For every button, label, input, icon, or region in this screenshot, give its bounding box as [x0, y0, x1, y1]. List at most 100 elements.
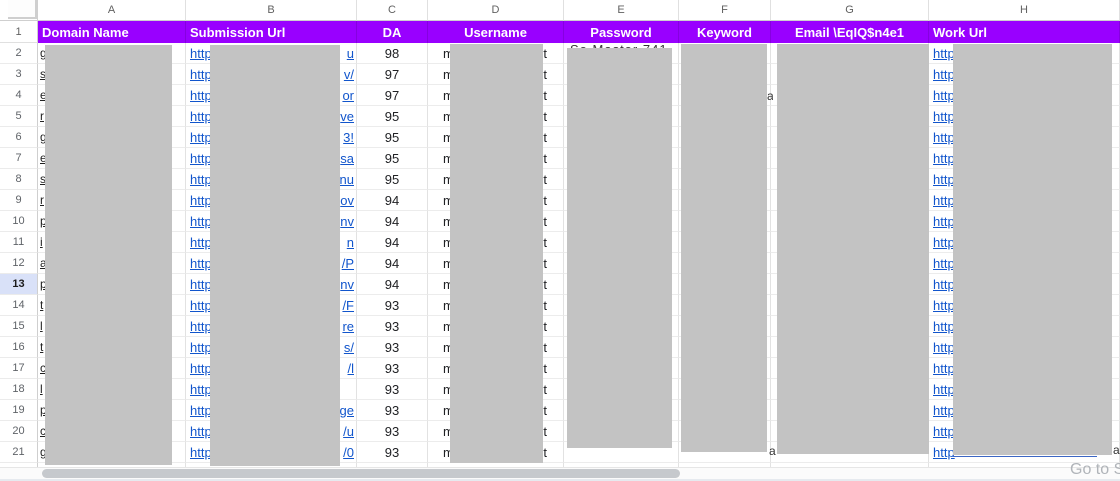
row-number[interactable]: 5: [0, 106, 38, 127]
domain-link-fragment[interactable]: g: [40, 130, 47, 144]
select-all-corner[interactable]: [0, 0, 38, 21]
work-url-link[interactable]: http: [933, 108, 955, 124]
cell-da[interactable]: 94: [357, 211, 428, 232]
work-url-link[interactable]: http: [933, 444, 955, 460]
cell-password[interactable]: [564, 442, 679, 463]
work-url-link[interactable]: http: [933, 297, 955, 313]
cell-da[interactable]: 93: [357, 379, 428, 400]
domain-link-fragment[interactable]: a: [40, 256, 47, 270]
submission-url-suffix[interactable]: ge: [339, 402, 354, 418]
submission-url-link[interactable]: http: [190, 360, 212, 376]
submission-url-link[interactable]: http: [190, 150, 212, 166]
cell-da[interactable]: 93: [357, 358, 428, 379]
row-number[interactable]: 2: [0, 43, 38, 64]
submission-url-suffix[interactable]: v/: [343, 66, 354, 82]
submission-url-link[interactable]: http: [190, 234, 212, 250]
row-number[interactable]: 12: [0, 253, 38, 274]
row-number[interactable]: 6: [0, 127, 38, 148]
row-number[interactable]: 15: [0, 316, 38, 337]
domain-link-fragment[interactable]: e: [40, 88, 47, 102]
submission-url-suffix[interactable]: s/: [343, 339, 354, 355]
work-url-link[interactable]: http: [933, 402, 955, 418]
submission-url-link[interactable]: http: [190, 423, 212, 439]
header-username[interactable]: Username: [428, 21, 564, 43]
submission-url-suffix[interactable]: nu: [339, 171, 354, 187]
submission-url-suffix[interactable]: sa: [340, 150, 354, 166]
submission-url-link[interactable]: http: [190, 192, 212, 208]
domain-link-fragment[interactable]: t: [40, 298, 44, 312]
column-header-d[interactable]: D: [428, 0, 564, 21]
submission-url-suffix[interactable]: nv: [340, 276, 354, 292]
domain-link-fragment[interactable]: p: [40, 403, 47, 417]
work-url-link[interactable]: http: [933, 423, 955, 439]
row-number[interactable]: 14: [0, 295, 38, 316]
submission-url-suffix[interactable]: n: [346, 234, 354, 250]
submission-url-suffix[interactable]: ov: [340, 192, 354, 208]
cell-da[interactable]: 93: [357, 421, 428, 442]
submission-url-link[interactable]: http: [190, 444, 212, 460]
header-submission-url[interactable]: Submission Url: [186, 21, 357, 43]
submission-url-link[interactable]: http: [190, 87, 212, 103]
domain-link-fragment[interactable]: t: [40, 340, 44, 354]
submission-url-suffix[interactable]: 3!: [343, 129, 354, 145]
work-url-link[interactable]: http: [933, 66, 955, 82]
domain-link-fragment[interactable]: r: [40, 193, 44, 207]
domain-link-fragment[interactable]: c: [40, 361, 46, 375]
cell-da[interactable]: 95: [357, 106, 428, 127]
row-number[interactable]: 20: [0, 421, 38, 442]
row-number[interactable]: 3: [0, 64, 38, 85]
work-url-link[interactable]: http: [933, 171, 955, 187]
submission-url-suffix[interactable]: re: [342, 318, 354, 334]
domain-link-fragment[interactable]: c: [40, 424, 46, 438]
row-number[interactable]: 4: [0, 85, 38, 106]
cell-da[interactable]: 93: [357, 442, 428, 463]
row-number-1[interactable]: 1: [0, 21, 38, 43]
column-header-c[interactable]: C: [357, 0, 428, 21]
cell-da[interactable]: 97: [357, 85, 428, 106]
cell-da[interactable]: 94: [357, 190, 428, 211]
work-url-link[interactable]: http: [933, 339, 955, 355]
header-email[interactable]: Email \EqIQ$n4e1: [771, 21, 929, 43]
cell-da[interactable]: 98: [357, 43, 428, 64]
submission-url-link[interactable]: http: [190, 339, 212, 355]
domain-link-fragment[interactable]: e: [40, 151, 47, 165]
cell-da[interactable]: 93: [357, 295, 428, 316]
header-da[interactable]: DA: [357, 21, 428, 43]
work-url-link[interactable]: http: [933, 318, 955, 334]
header-keyword[interactable]: Keyword: [679, 21, 771, 43]
header-domain-name[interactable]: Domain Name: [38, 21, 186, 43]
cell-da[interactable]: 95: [357, 127, 428, 148]
submission-url-suffix[interactable]: u: [346, 45, 354, 61]
domain-link-fragment[interactable]: s: [40, 172, 46, 186]
row-number[interactable]: 16: [0, 337, 38, 358]
submission-url-suffix[interactable]: or: [342, 87, 354, 103]
row-number[interactable]: 9: [0, 190, 38, 211]
submission-url-link[interactable]: http: [190, 45, 212, 61]
work-url-link[interactable]: http: [933, 255, 955, 271]
domain-link-fragment[interactable]: p: [40, 214, 47, 228]
goto-overlay-text[interactable]: Go to S: [1070, 461, 1120, 478]
domain-link-fragment[interactable]: i: [40, 235, 43, 249]
submission-url-link[interactable]: http: [190, 108, 212, 124]
row-number[interactable]: 19: [0, 400, 38, 421]
column-header-b[interactable]: B: [186, 0, 357, 21]
submission-url-suffix[interactable]: /F: [342, 297, 354, 313]
cell-da[interactable]: 95: [357, 148, 428, 169]
domain-link-fragment[interactable]: g: [40, 445, 47, 459]
submission-url-suffix[interactable]: /P: [341, 255, 354, 271]
work-url-link[interactable]: http: [933, 150, 955, 166]
cell-da[interactable]: 94: [357, 253, 428, 274]
submission-url-suffix[interactable]: /u: [343, 423, 354, 439]
row-number[interactable]: 18: [0, 379, 38, 400]
work-url-link[interactable]: http: [933, 45, 955, 61]
cell-da[interactable]: 93: [357, 316, 428, 337]
cell-keyword[interactable]: [679, 442, 771, 463]
submission-url-link[interactable]: http: [190, 213, 212, 229]
row-number[interactable]: 17: [0, 358, 38, 379]
work-url-link[interactable]: http: [933, 360, 955, 376]
header-work-url[interactable]: Work Url: [929, 21, 1120, 43]
work-url-link[interactable]: http: [933, 381, 955, 397]
submission-url-suffix[interactable]: /0: [343, 444, 354, 460]
work-url-link[interactable]: http: [933, 129, 955, 145]
domain-link-fragment[interactable]: l: [40, 382, 43, 396]
